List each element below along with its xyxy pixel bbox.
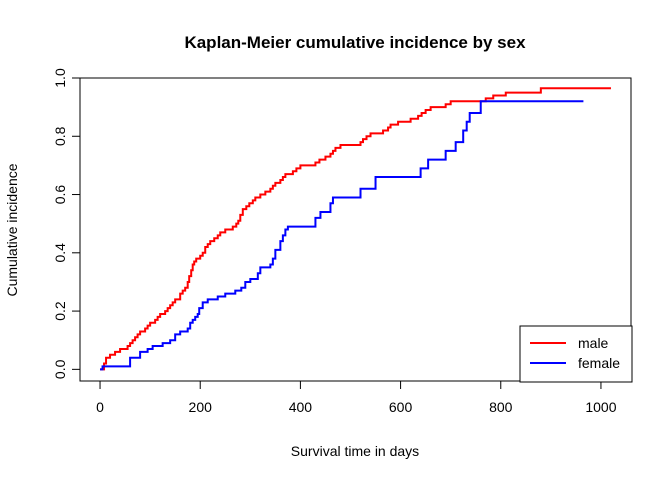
- y-axis: 0.0 0.2 0.4 0.6 0.8 1.0: [52, 68, 81, 379]
- x-tick-label: 800: [489, 399, 513, 415]
- x-tick-label: 600: [389, 399, 413, 415]
- y-tick-label: 1.0: [52, 68, 68, 88]
- legend-box: [519, 325, 633, 383]
- chart-title: Kaplan-Meier cumulative incidence by sex: [184, 33, 526, 52]
- x-axis: 0 200 400 600 800 1000: [96, 380, 617, 415]
- y-tick-label: 0.2: [52, 301, 68, 321]
- legend-label-male: male: [578, 335, 609, 351]
- x-axis-label: Survival time in days: [291, 443, 419, 459]
- y-tick-label: 0.0: [52, 359, 68, 379]
- y-tick-label: 0.4: [52, 243, 68, 263]
- y-tick-label: 0.8: [52, 126, 68, 146]
- series-line-male: [100, 87, 611, 371]
- plot-lines: [100, 87, 611, 371]
- x-tick-label: 1000: [585, 399, 616, 415]
- legend-label-female: female: [578, 355, 620, 371]
- x-tick-label: 0: [96, 399, 104, 415]
- y-tick-label: 0.6: [52, 185, 68, 205]
- x-tick-label: 200: [189, 399, 213, 415]
- series-line-female: [100, 100, 584, 371]
- x-tick-label: 400: [289, 399, 313, 415]
- y-axis-label: Cumulative incidence: [4, 163, 20, 296]
- legend: male female: [519, 325, 633, 383]
